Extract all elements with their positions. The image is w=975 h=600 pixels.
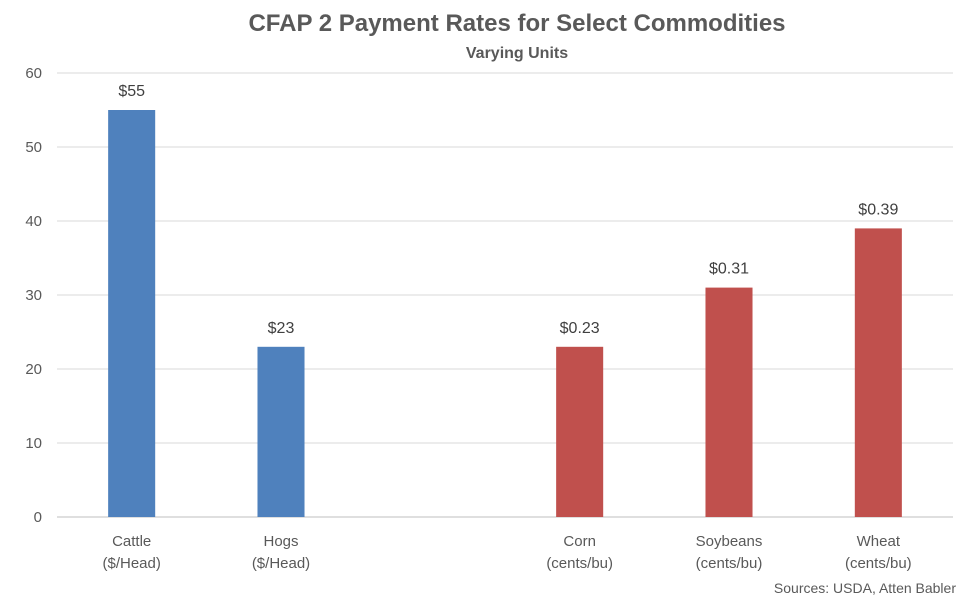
chart-subtitle: Varying Units <box>466 45 568 62</box>
category-labels: Cattle ($/Head) Hogs ($/Head) Corn (cents/bu)… <box>102 533 911 572</box>
x-category-label: ($/Head) <box>252 555 310 572</box>
data-label: $23 <box>268 320 295 337</box>
source-note: Sources: USDA, Atten Babler <box>774 580 956 596</box>
y-tick-label: 40 <box>25 213 42 230</box>
x-category-label: ($/Head) <box>102 555 160 572</box>
x-category-label: (cents/bu) <box>696 555 763 572</box>
x-category-label: Wheat <box>857 533 901 550</box>
data-label: $0.39 <box>858 201 898 218</box>
y-tick-label: 10 <box>25 435 42 452</box>
y-tick-label: 30 <box>25 287 42 304</box>
bar <box>854 228 902 517</box>
chart-title: CFAP 2 Payment Rates for Select Commodit… <box>248 10 785 37</box>
data-labels: $55 $23 $0.23 $0.31 $0.39 <box>118 83 898 337</box>
data-label: $0.31 <box>709 261 749 278</box>
bar <box>705 287 753 517</box>
x-category-label: (cents/bu) <box>546 555 613 572</box>
bar <box>108 110 156 517</box>
y-tick-label: 0 <box>34 509 42 526</box>
data-label: $0.23 <box>560 320 600 337</box>
x-category-label: Cattle <box>112 533 151 550</box>
bars <box>108 110 902 517</box>
x-category-label: Soybeans <box>696 533 763 550</box>
data-label: $55 <box>118 83 145 100</box>
y-tick-label: 60 <box>25 65 42 82</box>
bar <box>556 346 604 517</box>
y-axis-ticks: 0 10 20 30 40 50 60 <box>25 65 42 526</box>
x-category-label: Hogs <box>263 533 298 550</box>
x-category-label: (cents/bu) <box>845 555 912 572</box>
y-tick-label: 20 <box>25 361 42 378</box>
y-tick-label: 50 <box>25 139 42 156</box>
bar <box>257 346 305 517</box>
gridlines <box>57 72 953 518</box>
x-category-label: Corn <box>563 533 596 550</box>
